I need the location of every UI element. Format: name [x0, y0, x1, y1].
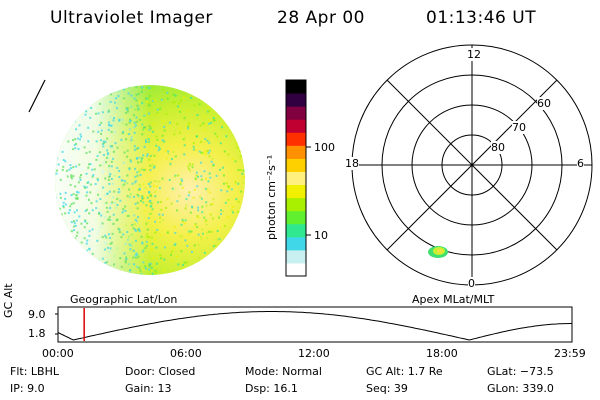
- uv-disk: [55, 85, 245, 275]
- colorbar-cell: [286, 145, 306, 159]
- timeline-ytick-bottom: 1.8: [28, 327, 46, 340]
- filter-info: Flt: LBHL: [10, 365, 59, 378]
- timeline-xtick-0600: 06:00: [170, 347, 202, 360]
- mlt-12-label: 12: [467, 48, 481, 61]
- gc-alt-info: GC Alt: 1.7 Re: [366, 365, 443, 378]
- mlt-18-label: 18: [345, 157, 359, 170]
- mlt-0-label: 0: [468, 277, 475, 290]
- mlat-80-label: 80: [491, 141, 505, 154]
- colorbar-cell: [286, 197, 306, 212]
- ip-info: IP: 9.0: [10, 382, 45, 395]
- mlt-6-label: 6: [577, 157, 584, 170]
- apex-panel-label: Apex MLat/MLT: [412, 293, 495, 306]
- colorbar-cell: [286, 223, 306, 238]
- seq-info: Seq: 39: [366, 382, 408, 395]
- colorbar-cell: [286, 80, 306, 94]
- timeline-ytick-top: 9.0: [28, 308, 46, 321]
- colorbar-cell: [286, 93, 306, 107]
- colorbar-cell: [286, 184, 306, 199]
- timeline-xtick-1800: 18:00: [426, 347, 458, 360]
- colorbar-cell: [286, 262, 306, 277]
- door-info: Door: Closed: [125, 365, 196, 378]
- timeline-xtick-0000: 00:00: [42, 347, 74, 360]
- colorbar-cell: [286, 158, 306, 172]
- glat-info: GLat: −73.5: [487, 365, 554, 378]
- mode-info: Mode: Normal: [245, 365, 322, 378]
- instrument-title: Ultraviolet Imager: [50, 8, 213, 28]
- limb-marker: [28, 79, 46, 113]
- dsp-info: Dsp: 16.1: [245, 382, 298, 395]
- colorbar-tick-10: 10: [314, 229, 328, 242]
- colorbar-cell: [286, 132, 306, 146]
- auroral-blob: [428, 246, 448, 258]
- colorbar-cell: [286, 171, 306, 186]
- timeline-ylabel: GC Alt: [2, 283, 15, 318]
- timeline-xtick-2359: 23:59: [554, 347, 586, 360]
- colorbar-cell: [286, 236, 306, 251]
- time-label: 01:13:46 UT: [426, 8, 537, 28]
- geographic-panel-label: Geographic Lat/Lon: [70, 293, 178, 306]
- colorbar-cell: [286, 119, 306, 133]
- colorbar-cell: [286, 106, 306, 120]
- mlat-70-label: 70: [512, 121, 526, 134]
- timeline-xtick-1200: 12:00: [298, 347, 330, 360]
- mlat-60-label: 60: [537, 97, 551, 110]
- gain-info: Gain: 13: [125, 382, 172, 395]
- date-label: 28 Apr 00: [277, 8, 365, 28]
- glon-info: GLon: 339.0: [487, 382, 554, 395]
- colorbar-cell: [286, 249, 306, 264]
- colorbar-cell: [286, 210, 306, 225]
- colorbar-tick-100: 100: [314, 141, 335, 154]
